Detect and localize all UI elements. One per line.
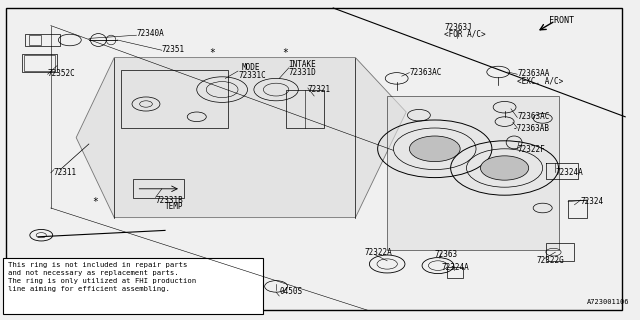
- Text: MODE: MODE: [241, 63, 260, 72]
- Text: 72363AC: 72363AC: [517, 112, 550, 121]
- Text: 72324: 72324: [580, 197, 604, 206]
- Text: A723001106: A723001106: [587, 300, 630, 305]
- Text: 72352C: 72352C: [47, 69, 76, 78]
- Bar: [285, 90, 324, 128]
- Text: -72363AB: -72363AB: [513, 124, 550, 133]
- Bar: [26, 34, 60, 46]
- Text: 72324A: 72324A: [441, 263, 469, 272]
- Text: FRONT: FRONT: [549, 16, 574, 25]
- Bar: [22, 54, 57, 72]
- Text: 72324A: 72324A: [556, 168, 583, 177]
- Text: <EXC. A/C>: <EXC. A/C>: [517, 76, 564, 85]
- Bar: [568, 200, 587, 218]
- Text: 72311: 72311: [54, 168, 77, 177]
- Bar: [24, 55, 55, 71]
- Text: 72363AA: 72363AA: [517, 69, 550, 78]
- Text: *: *: [209, 48, 215, 58]
- Bar: [133, 179, 184, 198]
- Text: *: *: [92, 196, 98, 207]
- Bar: [29, 35, 41, 45]
- Text: 0450S: 0450S: [279, 287, 302, 296]
- Circle shape: [410, 136, 460, 162]
- Bar: [120, 70, 228, 128]
- Text: 72331D: 72331D: [289, 68, 317, 76]
- Text: 72331B: 72331B: [156, 196, 183, 204]
- Polygon shape: [76, 58, 406, 218]
- Text: <FOR A/C>: <FOR A/C>: [444, 30, 486, 39]
- Text: 72322G: 72322G: [536, 256, 564, 265]
- Text: 72363J: 72363J: [444, 23, 472, 32]
- Text: 72340A: 72340A: [136, 29, 164, 38]
- Text: This ring is not included in repair parts
and not necessary as replacement parts: This ring is not included in repair part…: [8, 262, 196, 292]
- Text: 72321: 72321: [308, 85, 331, 94]
- Text: 72363: 72363: [435, 250, 458, 259]
- Text: TEMP: TEMP: [165, 202, 184, 211]
- Bar: [546, 243, 575, 261]
- Text: INTAKE: INTAKE: [289, 60, 317, 68]
- Text: 72351: 72351: [162, 45, 185, 54]
- Text: 72363AC: 72363AC: [410, 68, 442, 76]
- Circle shape: [481, 156, 529, 180]
- FancyBboxPatch shape: [3, 258, 264, 314]
- Text: 72322F: 72322F: [517, 145, 545, 154]
- Bar: [447, 267, 463, 278]
- Text: 72322A: 72322A: [365, 248, 393, 257]
- Text: *: *: [282, 48, 288, 58]
- Polygon shape: [387, 96, 559, 250]
- Text: 72331C: 72331C: [238, 71, 266, 80]
